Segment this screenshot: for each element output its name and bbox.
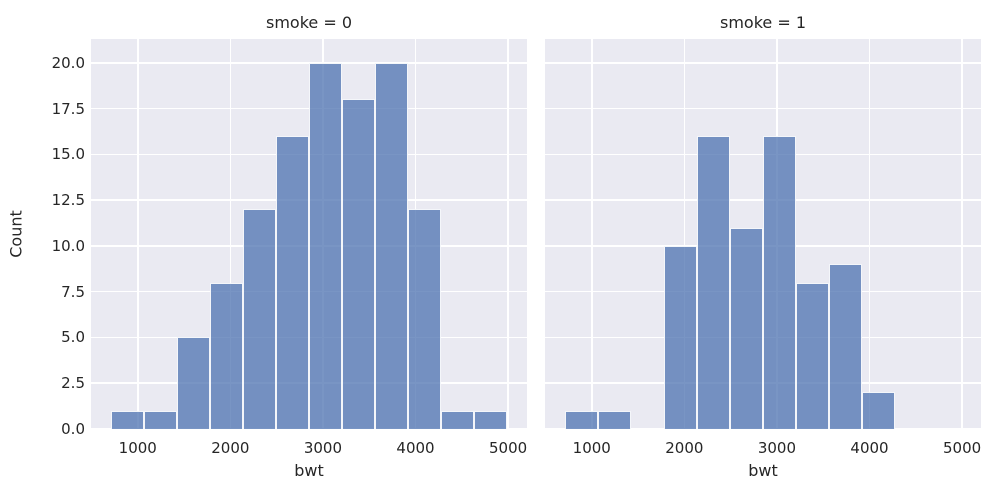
y-tick-label: 7.5 bbox=[61, 282, 85, 301]
histogram-bar bbox=[408, 209, 442, 429]
gridline-vertical bbox=[229, 39, 232, 429]
gridline-vertical bbox=[591, 39, 593, 429]
y-tick-label: 15.0 bbox=[51, 145, 85, 164]
y-tick-label: 12.5 bbox=[51, 191, 85, 210]
histogram-bar bbox=[309, 62, 343, 429]
gridline-vertical bbox=[961, 39, 963, 429]
histogram-bar bbox=[242, 209, 276, 429]
plot-area-smoke-1 bbox=[545, 39, 981, 429]
histogram-bar bbox=[342, 99, 376, 429]
y-tick-label: 5.0 bbox=[61, 328, 85, 347]
y-tick-label: 17.5 bbox=[51, 99, 85, 118]
histogram-bar bbox=[176, 337, 210, 429]
histogram-bar bbox=[729, 227, 763, 429]
histogram-bar bbox=[110, 410, 144, 429]
histogram-bar bbox=[763, 136, 797, 429]
histogram-bar bbox=[564, 410, 598, 429]
histogram-bar bbox=[829, 264, 863, 429]
y-tick-label: 10.0 bbox=[51, 236, 85, 255]
facet-title-smoke-1: smoke = 1 bbox=[719, 13, 806, 32]
gridline-vertical bbox=[683, 39, 686, 429]
histogram-bar bbox=[796, 282, 830, 429]
x-tick-label: 1000 bbox=[118, 439, 157, 457]
histogram-bar bbox=[474, 410, 508, 429]
gridline-horizontal bbox=[545, 62, 981, 64]
plot-area-smoke-0 bbox=[91, 39, 527, 429]
x-tick-label: 4000 bbox=[850, 439, 889, 457]
x-axis-label-smoke-1: bwt bbox=[748, 461, 778, 480]
gridline-horizontal bbox=[545, 107, 981, 110]
histogram-bar bbox=[663, 245, 697, 429]
histogram-bar bbox=[441, 410, 475, 429]
gridline-vertical bbox=[507, 39, 509, 429]
histogram-bar bbox=[597, 410, 631, 429]
histogram-bar bbox=[696, 136, 730, 429]
y-tick-label: 20.0 bbox=[51, 53, 85, 72]
x-tick-label: 5000 bbox=[489, 439, 528, 457]
x-axis-label-smoke-0: bwt bbox=[294, 461, 324, 480]
facet-title-smoke-0: smoke = 0 bbox=[265, 13, 352, 32]
y-tick-label: 0.0 bbox=[61, 420, 85, 438]
x-tick-label: 1000 bbox=[572, 439, 611, 457]
histogram-bar bbox=[143, 410, 177, 429]
x-tick-label: 2000 bbox=[665, 439, 704, 457]
x-tick-label: 5000 bbox=[943, 439, 982, 457]
histogram-bar bbox=[862, 392, 896, 429]
gridline-vertical bbox=[868, 39, 871, 429]
histogram-bar bbox=[209, 282, 243, 429]
x-tick-label: 3000 bbox=[757, 439, 797, 457]
y-tick-label: 2.5 bbox=[61, 374, 85, 393]
histogram-bar bbox=[375, 62, 409, 429]
x-tick-label: 2000 bbox=[211, 439, 250, 457]
gridline-vertical bbox=[137, 39, 139, 429]
x-tick-label: 3000 bbox=[303, 439, 343, 457]
histogram-bar bbox=[275, 136, 309, 429]
x-tick-label: 4000 bbox=[396, 439, 435, 457]
